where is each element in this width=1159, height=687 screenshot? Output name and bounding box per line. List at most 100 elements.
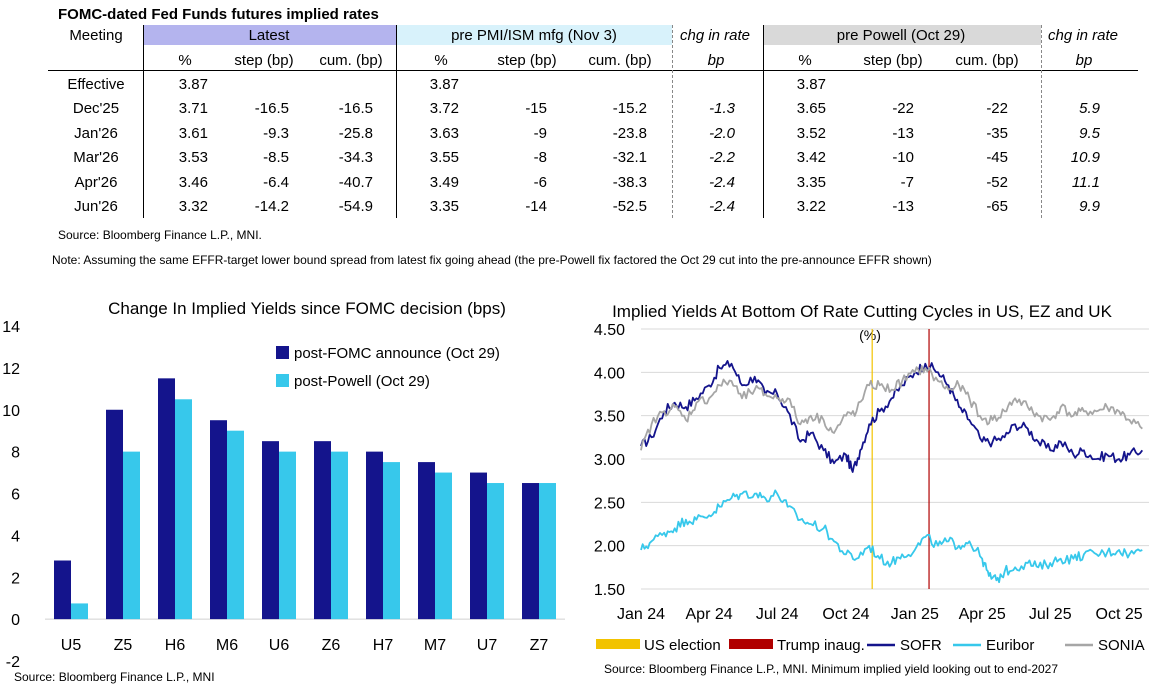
legend-label: post-Powell (Oct 29)	[294, 373, 430, 390]
table-cell: -35	[986, 124, 1008, 142]
table-cell: -2.0	[709, 124, 735, 142]
column-divider	[143, 25, 144, 218]
meeting-label: Mar'26	[73, 149, 119, 167]
table-cell: -22	[986, 100, 1008, 118]
legend-swatch	[276, 374, 289, 387]
column-divider	[396, 25, 397, 218]
bar	[383, 462, 400, 620]
meeting-label: Jun'26	[74, 198, 118, 215]
table-cell: -6.4	[263, 173, 289, 191]
y-tick-label: 2.00	[594, 539, 625, 556]
x-tick-label: H6	[165, 637, 186, 654]
table-cell: -32.1	[612, 149, 647, 167]
y-tick-label: 2	[11, 570, 20, 587]
bar	[54, 560, 71, 620]
bar-chart: Change In Implied Yields since FOMC deci…	[2, 299, 565, 684]
meeting-label: Dec'25	[72, 100, 120, 118]
table-cell: -16.5	[254, 100, 289, 118]
x-tick-label: Apr 25	[959, 606, 1006, 623]
table-cell: 3.52	[796, 124, 826, 142]
x-tick-label: Z6	[322, 637, 341, 654]
table-cell: -14.2	[254, 198, 289, 215]
table-cell: 3.55	[429, 149, 459, 167]
x-tick-label: Oct 24	[822, 606, 869, 623]
x-tick-label: Jan 25	[891, 606, 939, 623]
column-divider	[763, 25, 764, 218]
table-cell: -40.7	[338, 173, 373, 191]
table-cell: 11.1	[1071, 173, 1100, 191]
x-tick-label: M7	[424, 637, 446, 654]
table-cell: -6	[533, 173, 547, 191]
bar	[279, 451, 296, 620]
table-cell: 5.9	[1079, 100, 1100, 118]
table-cell: -34.3	[338, 149, 373, 167]
meeting-header: Meeting	[69, 27, 123, 44]
table-note: Note: Assuming the same EFFR-target lowe…	[52, 253, 932, 267]
table-cell: -13	[892, 198, 914, 215]
unit-label: (%)	[859, 327, 881, 343]
subheader: step (bp)	[863, 52, 923, 69]
x-tick-label: U5	[61, 637, 82, 654]
y-tick-label: 3.00	[594, 452, 625, 469]
x-tick-label: Jul 24	[756, 606, 799, 623]
x-tick-label: U6	[269, 637, 290, 654]
y-tick-label: 1.50	[594, 582, 625, 599]
bar	[522, 483, 539, 620]
x-tick-label: U7	[477, 637, 498, 654]
table-cell: 3.87	[796, 76, 826, 93]
table-cell: -15.2	[612, 100, 647, 118]
bar	[314, 441, 331, 620]
y-tick-label: 10	[2, 403, 20, 420]
table-cell: -8	[533, 149, 547, 167]
legend-label: SOFR	[900, 637, 942, 654]
rates-table: FOMC-dated Fed Funds futures implied rat…	[0, 0, 1159, 270]
table-cell: 9.9	[1079, 198, 1100, 215]
table-cell: -25.8	[338, 124, 373, 142]
legend-swatch	[276, 346, 289, 359]
chart-title: Change In Implied Yields since FOMC deci…	[108, 299, 506, 318]
table-cell: 3.61	[178, 124, 208, 142]
y-tick-label: 4.50	[594, 322, 625, 339]
table-cell: 3.42	[796, 149, 826, 167]
legend-label: SONIA	[1098, 637, 1145, 654]
subheader: cum. (bp)	[319, 52, 383, 69]
chart-title: Implied Yields At Bottom Of Rate Cutting…	[612, 302, 1112, 321]
line-chart: Implied Yields At Bottom Of Rate Cutting…	[594, 302, 1149, 676]
x-tick-label: H7	[373, 637, 394, 654]
legend-label: Trump inaug.	[777, 637, 865, 654]
table-cell: -2.4	[709, 173, 735, 191]
subheader: cum. (bp)	[588, 52, 652, 69]
table-cell: -15	[525, 100, 547, 118]
table-cell: -8.5	[263, 149, 289, 167]
table-cell: -22	[892, 100, 914, 118]
bar	[262, 441, 279, 620]
group-header-chg: chg in rate	[1047, 27, 1119, 44]
table-cell: 3.72	[429, 100, 459, 118]
x-tick-label: Jan 24	[617, 606, 665, 623]
subheader: cum. (bp)	[955, 52, 1019, 69]
table-cell: 3.49	[429, 173, 459, 191]
table-cell: 3.46	[178, 173, 208, 191]
table-cell: 3.32	[178, 198, 208, 215]
subheader: %	[798, 52, 812, 69]
table-cell: -45	[986, 149, 1008, 167]
x-tick-label: Apr 24	[686, 606, 733, 623]
chart-source: Source: Bloomberg Finance L.P., MNI	[14, 670, 215, 684]
table-cell: 3.35	[796, 173, 826, 191]
table-cell: -9.3	[263, 124, 289, 142]
y-tick-label: 4	[11, 528, 20, 545]
bar	[539, 483, 556, 620]
bar	[487, 483, 504, 620]
group-header-pre-powell: pre Powell (Oct 29)	[836, 27, 966, 44]
subheader: step (bp)	[234, 52, 294, 69]
table-cell: -2.4	[709, 198, 735, 215]
bar	[227, 430, 244, 620]
x-tick-label: Z7	[530, 637, 549, 654]
y-tick-label: 14	[2, 319, 20, 336]
series-line	[640, 489, 1143, 584]
table-cell: -38.3	[612, 173, 647, 191]
table-source: Source: Bloomberg Finance L.P., MNI.	[58, 228, 262, 242]
chart-source: Source: Bloomberg Finance L.P., MNI. Min…	[604, 662, 1058, 676]
bar	[123, 451, 140, 620]
y-tick-label: 4.00	[594, 365, 625, 382]
